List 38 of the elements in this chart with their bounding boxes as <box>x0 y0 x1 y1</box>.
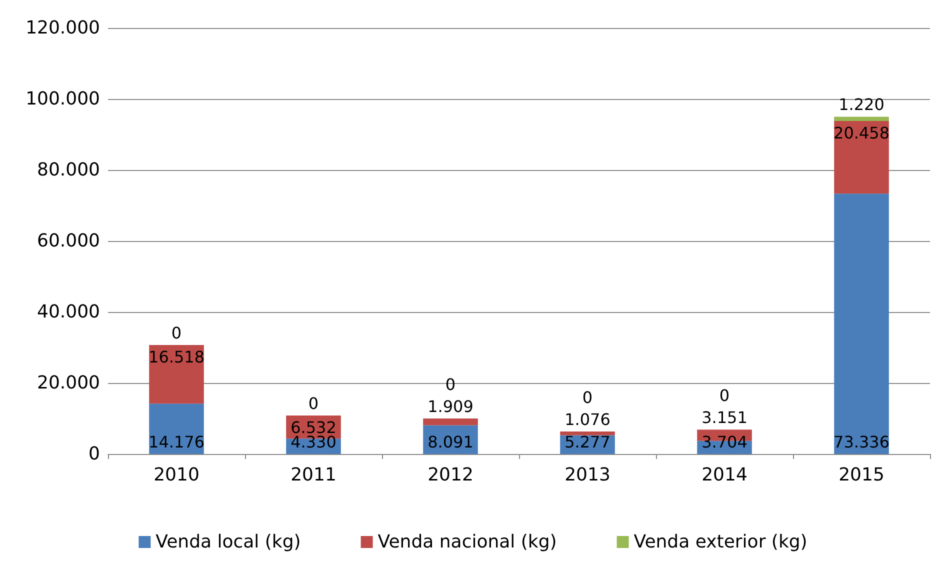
data-label: 0 <box>308 394 319 413</box>
bar <box>423 418 478 426</box>
data-label: 1.076 <box>564 410 610 429</box>
x-tick-label: 2010 <box>154 464 200 486</box>
data-label: 5.277 <box>564 432 610 452</box>
data-label: 0 <box>445 375 456 394</box>
bar <box>834 121 889 194</box>
data-label: 73.336 <box>834 432 890 452</box>
y-tick-label: 40.000 <box>37 302 100 322</box>
data-label: 0 <box>582 388 593 407</box>
bar <box>149 404 204 454</box>
y-tick-label: 60.000 <box>37 230 100 252</box>
legend-label: Venda nacional (kg) <box>378 532 557 552</box>
data-label: 0 <box>171 324 182 343</box>
data-label: 16.518 <box>148 348 204 367</box>
data-label: 0 <box>719 386 730 406</box>
x-tick-label: 2014 <box>702 464 748 486</box>
data-label: 20.458 <box>834 124 890 143</box>
y-tick-label: 0 <box>88 444 100 464</box>
x-tick-label: 2012 <box>428 464 474 486</box>
data-label: 8.091 <box>428 432 474 452</box>
y-tick-label: 20.000 <box>37 372 100 394</box>
data-label: 3.151 <box>702 408 748 428</box>
x-tick-label: 2015 <box>838 464 884 486</box>
bar <box>834 116 889 122</box>
bar <box>149 345 204 404</box>
bar <box>834 194 889 454</box>
y-tick-label: 100.000 <box>26 88 100 110</box>
legend-label: Venda local (kg) <box>156 532 301 552</box>
data-label: 1.220 <box>838 95 884 114</box>
x-tick-label: 2013 <box>564 464 610 486</box>
legend-label: Venda exterior (kg) <box>634 532 808 552</box>
data-label: 1.909 <box>428 397 474 416</box>
x-tick-label: 2011 <box>290 464 336 486</box>
y-tick-label: 80.000 <box>37 160 100 180</box>
bar <box>560 431 615 436</box>
data-label: 14.176 <box>148 432 204 452</box>
y-tick-label: 120.000 <box>26 18 100 38</box>
